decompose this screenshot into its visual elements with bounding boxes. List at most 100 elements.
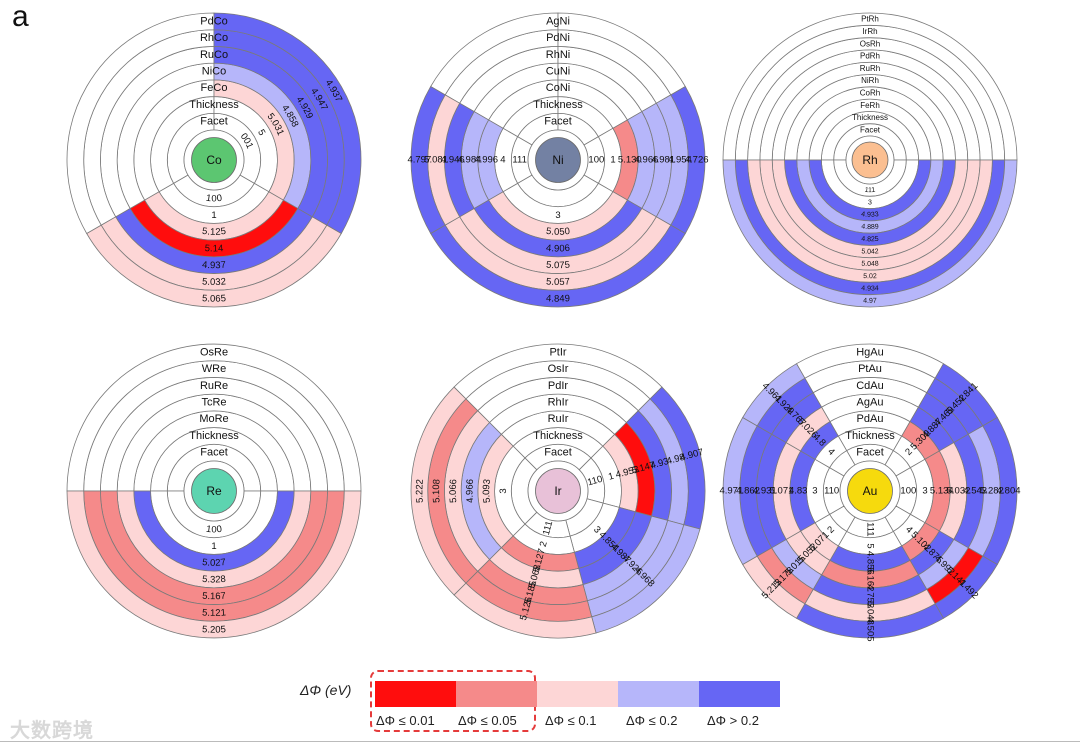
ring-label: PtIr	[549, 346, 566, 358]
ring-label: Facet	[200, 447, 228, 459]
element-label: Ir	[554, 484, 561, 498]
ring-label: RuRe	[200, 380, 228, 392]
legend-swatch-2	[456, 681, 537, 707]
ring-label: PdAu	[857, 413, 884, 425]
thickness-label: 2	[903, 446, 915, 458]
facet-label: 110	[824, 486, 839, 497]
work-function-value: 4.971	[719, 486, 743, 497]
work-function-value: 5.121	[202, 607, 227, 619]
legend-title: ΔΦ (eV)	[300, 682, 352, 698]
chart-rh: 111 3 4.933 4.889 4.825 5.042 5.048 5.02 4.934 4.…	[722, 12, 1018, 308]
work-function-value: 5.162	[865, 568, 876, 592]
thickness-label: 3	[922, 486, 927, 497]
element-circle	[847, 468, 893, 514]
ring-segment	[410, 85, 446, 235]
work-function-value: 4.933	[861, 211, 879, 219]
work-function-value: 5.167	[202, 590, 226, 602]
ring-label: Facet	[860, 125, 881, 134]
work-function-value: 4.93	[649, 456, 670, 471]
work-function-value: 4.97	[863, 297, 877, 304]
work-function-value: 5.048	[865, 601, 876, 625]
element-label: Rh	[862, 153, 877, 167]
facet-label: 111	[541, 520, 555, 537]
facet-label: 111	[865, 522, 876, 536]
ring-label: Facet	[856, 447, 884, 459]
ring-label: RuIr	[548, 413, 569, 425]
thickness-label: 2	[538, 540, 550, 548]
ring-label: CoNi	[546, 82, 570, 94]
facet-label: 100	[205, 523, 222, 535]
ring-segment	[410, 386, 467, 596]
legend-label-4: ΔΦ ≤ 0.2	[626, 713, 678, 728]
work-function-value: 5.066	[447, 479, 459, 504]
legend-label-2: ΔΦ ≤ 0.05	[458, 713, 517, 728]
ring-label: OsRh	[860, 39, 880, 48]
ring-label: PdNi	[546, 32, 570, 44]
ring-label: PtRh	[861, 15, 879, 24]
work-function-value: 5.050	[545, 225, 570, 237]
sunburst-charts: 10015.1255.144.9375.0325.06500155.0314.8…	[66, 12, 1021, 642]
panel-label: a	[12, 0, 29, 33]
work-function-value: 5.093	[481, 478, 493, 503]
thickness-label: 1	[211, 210, 216, 221]
work-function-value: 4.946	[441, 155, 465, 166]
thickness-label: 5	[256, 127, 268, 137]
thickness-label: 1	[211, 541, 216, 552]
ring-label: PdCo	[200, 15, 228, 27]
work-function-value: 5.075	[546, 259, 571, 271]
ring-label: HgAu	[856, 346, 884, 358]
ring-label: Facet	[544, 447, 572, 459]
work-function-value: 5.042	[861, 248, 879, 255]
ring-label: RuCo	[200, 49, 228, 61]
ring-label: CdAu	[856, 380, 884, 392]
thickness-label: 3	[812, 486, 817, 497]
ring-label: Facet	[544, 116, 572, 128]
legend: ΔΦ (eV) ΔΦ ≤ 0.01 ΔΦ ≤ 0.05 ΔΦ ≤ 0.1 ΔΦ …	[300, 670, 800, 736]
work-function-value: 4.937	[202, 259, 227, 271]
ring-label: FeRh	[860, 101, 880, 110]
chart-re: 100 1 5.027 5.328 5.167 5.121 5.205 Facet Thickn…	[66, 343, 362, 639]
ring-label: PtAu	[858, 363, 882, 375]
element-label: Au	[863, 484, 878, 498]
legend-label-5: ΔΦ > 0.2	[707, 713, 759, 728]
work-function-value: 4.984	[458, 155, 482, 166]
element-label: Ni	[552, 153, 563, 167]
ring-label: Thickness	[852, 113, 888, 122]
thickness-label: 3	[555, 210, 560, 221]
chart-co: 10015.1255.144.9375.0325.06500155.0314.8…	[66, 12, 362, 308]
element-circle	[851, 141, 889, 179]
work-function-value: 4.906	[546, 242, 571, 254]
ring-label: FeCo	[201, 82, 228, 94]
facet-label: 110	[586, 474, 603, 489]
legend-swatch-4	[618, 681, 699, 707]
work-function-value: 4.934	[861, 285, 879, 292]
work-function-value: 4.981	[651, 155, 675, 166]
work-function-value: 4.931	[753, 486, 777, 497]
thickness-label: 3	[591, 524, 603, 536]
ring-label: RhCo	[200, 32, 228, 44]
divider	[0, 741, 1080, 742]
work-function-value: 5.282	[980, 486, 1004, 497]
work-function-value: 4.98	[665, 452, 686, 467]
ring-label: RhNi	[546, 49, 570, 61]
ring-label: OsIr	[548, 363, 569, 375]
watermark: 大数跨境	[10, 720, 94, 742]
ring-label: RuRh	[860, 64, 880, 73]
work-function-value: 5.125	[201, 225, 226, 237]
legend-swatch-3	[537, 681, 618, 707]
chart-ir: 110 1 4.9535.1474.934.984.90734.8544.9874.…	[410, 343, 706, 639]
work-function-value: 5.14	[204, 243, 223, 254]
work-function-value: 4.966	[464, 478, 476, 503]
ring-label: IrRh	[862, 27, 877, 36]
work-function-value: 4.797	[407, 155, 431, 166]
ring-label: Thickness	[189, 430, 239, 442]
element-label: Re	[206, 484, 222, 498]
facet-label: 111	[864, 186, 875, 193]
ring-label: OsRe	[200, 346, 228, 358]
ring-label: Thickness	[533, 99, 583, 111]
work-function-value: 5.048	[861, 260, 879, 267]
work-function-value: 5.027	[202, 556, 227, 568]
work-function-value: 4.954	[668, 155, 692, 166]
